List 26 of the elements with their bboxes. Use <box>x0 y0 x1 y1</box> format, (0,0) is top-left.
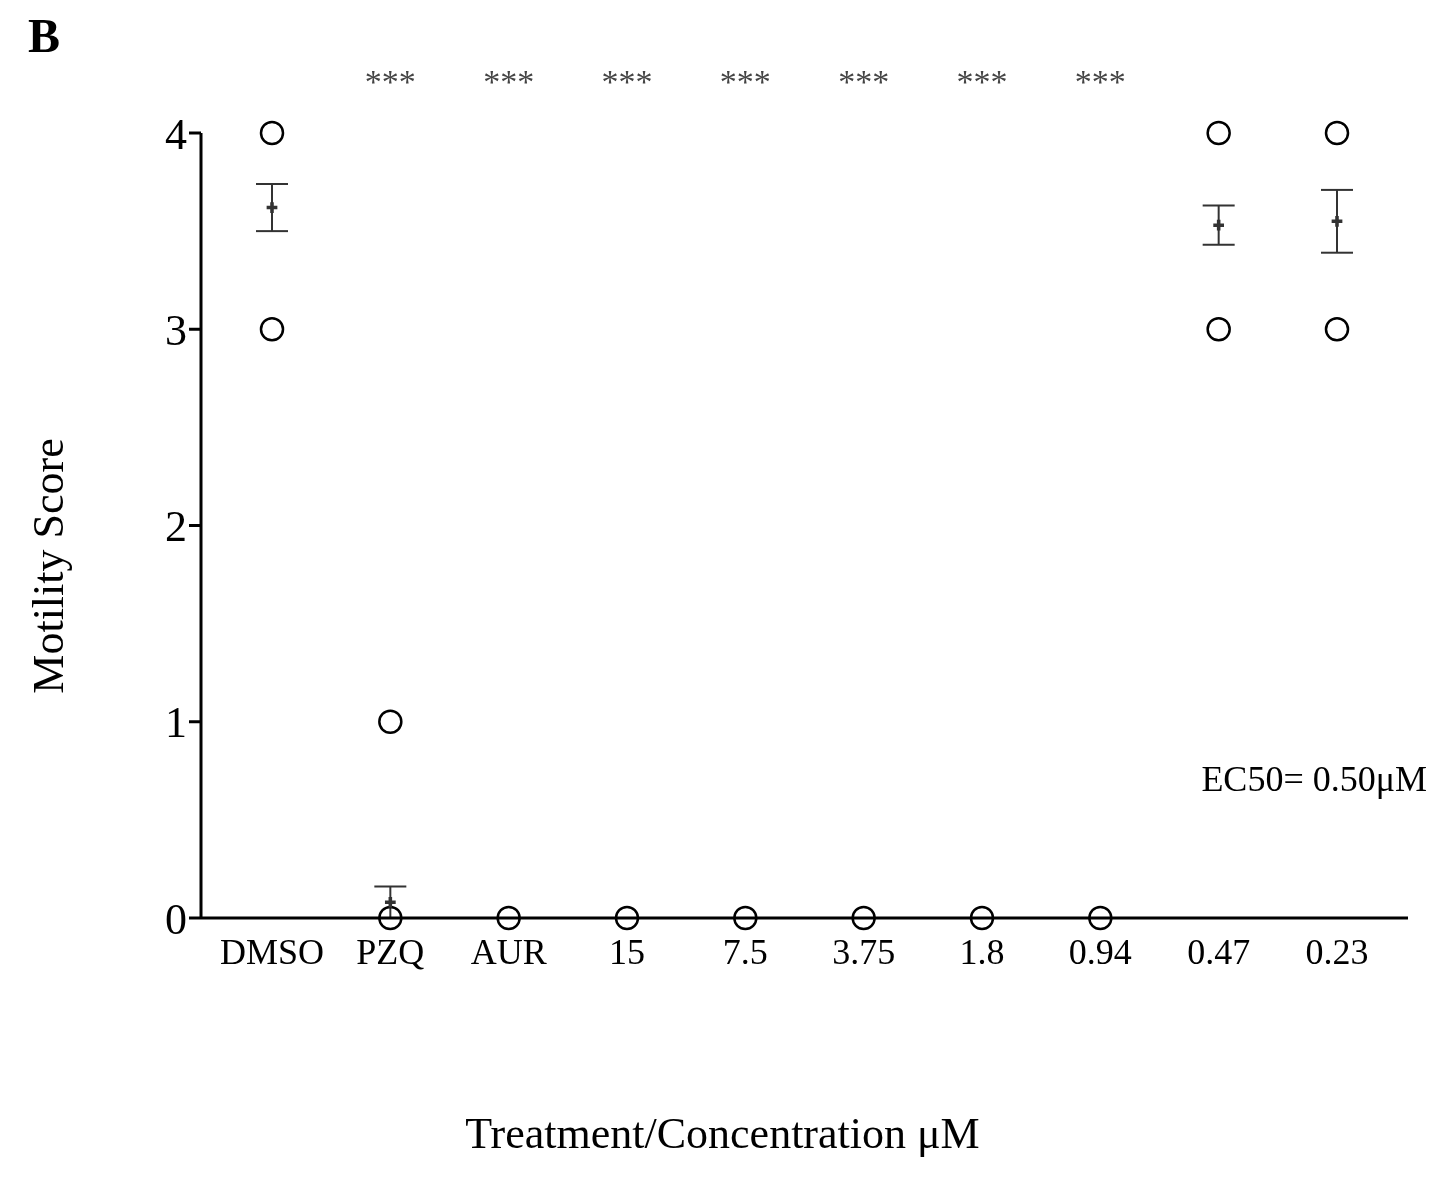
text: *** <box>719 63 771 101</box>
text: *** <box>483 63 535 101</box>
chart-title: B <box>28 8 61 63</box>
text: *** <box>364 63 416 101</box>
y-tick-label: 3 <box>165 305 187 355</box>
y-tick-label: 4 <box>165 109 187 159</box>
annotation: EC50= 0.50μM <box>1201 758 1427 800</box>
x-axis-title: Treatment/Concentration μM <box>464 1108 981 1159</box>
x-tick-label: 0.23 <box>1305 931 1369 972</box>
x-tick-label: 0.94 <box>1068 931 1132 972</box>
text: *** <box>1074 63 1126 101</box>
x-tick-label: 0.47 <box>1187 931 1251 972</box>
x-tick-label: DMSO <box>219 931 325 972</box>
y-axis-title: Motility Score <box>22 437 74 694</box>
x-tick-label: AUR <box>470 931 547 972</box>
x-tick-label: 1.8 <box>959 931 1005 972</box>
text: *** <box>838 63 890 101</box>
x-tick-label: 7.5 <box>722 931 768 972</box>
y-tick-label: 2 <box>165 502 187 552</box>
x-tick-label: 3.75 <box>832 931 896 972</box>
x-tick-label: 15 <box>609 931 645 972</box>
y-tick-label: 0 <box>165 894 187 944</box>
text: *** <box>956 63 1008 101</box>
x-tick-label: PZQ <box>356 931 425 972</box>
y-tick-label: 1 <box>165 698 187 748</box>
text: *** <box>601 63 653 101</box>
